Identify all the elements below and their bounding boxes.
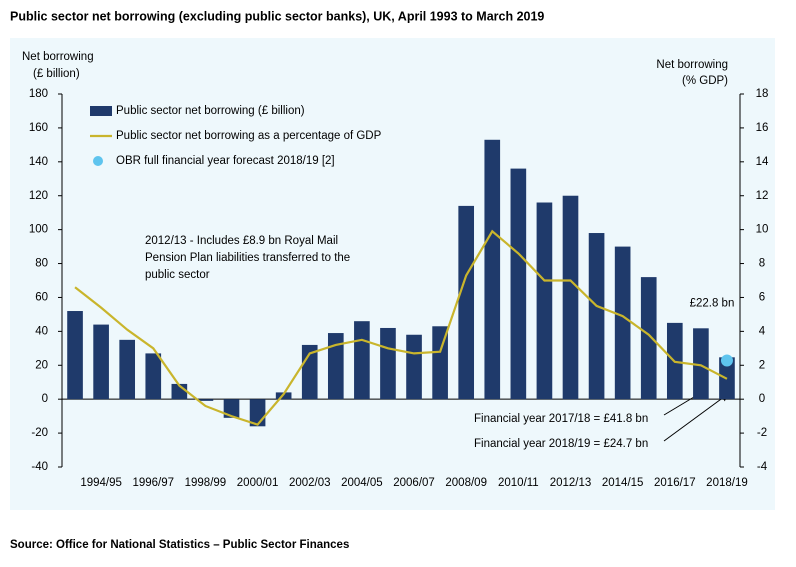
- y-tick-label: -20: [31, 427, 48, 439]
- bar: [510, 168, 527, 400]
- y2-tick-label: 6: [759, 291, 765, 303]
- x-tick-label: 2008/09: [445, 477, 487, 489]
- legend-label: OBR full financial year forecast 2018/19…: [116, 155, 335, 167]
- y2-tick-label: 2: [759, 359, 765, 371]
- legend-swatch: [93, 156, 103, 166]
- bar: [275, 392, 292, 400]
- y-tick-label: -40: [31, 461, 48, 473]
- data-label: £22.8 bn: [690, 298, 735, 310]
- x-tick-label: 2012/13: [550, 477, 592, 489]
- x-tick-label: 2002/03: [289, 477, 331, 489]
- bar: [380, 327, 396, 400]
- chart-title: Public sector net borrowing (excluding p…: [10, 9, 544, 23]
- annotation: Pension Plan liabilities transferred to …: [145, 252, 350, 264]
- bar: [327, 333, 344, 400]
- x-tick-label: 1994/95: [80, 477, 122, 489]
- annotation: public sector: [145, 269, 210, 281]
- legend-swatch: [90, 106, 112, 116]
- forecast-point: [720, 354, 733, 367]
- y-tick-label: 160: [29, 122, 48, 134]
- y-tick-label: 60: [35, 291, 48, 303]
- bar: [432, 326, 448, 400]
- bar: [536, 202, 553, 400]
- bar: [119, 339, 136, 400]
- y2-tick-label: 4: [759, 325, 766, 337]
- y-tick-label: 40: [35, 325, 48, 337]
- bar: [588, 233, 605, 400]
- x-tick-label: 2018/19: [706, 477, 748, 489]
- y2-tick-label: 8: [759, 258, 765, 270]
- y2-tick-label: 0: [759, 393, 765, 405]
- y2-axis-label: (% GDP): [682, 75, 728, 87]
- y-tick-label: 120: [29, 190, 48, 202]
- bar: [406, 334, 422, 400]
- bar: [693, 328, 709, 400]
- bar: [197, 399, 214, 401]
- x-tick-label: 2000/01: [237, 477, 279, 489]
- annotation: Financial year 2018/19 = £24.7 bn: [474, 438, 648, 450]
- source: Source: Office for National Statistics –…: [10, 539, 349, 551]
- y-axis-label: Net borrowing: [22, 51, 94, 63]
- bar: [484, 139, 501, 400]
- y2-axis-label: Net borrowing: [656, 59, 728, 71]
- y-tick-label: 140: [29, 156, 48, 168]
- y2-tick-label: 12: [756, 190, 769, 202]
- x-tick-label: 2014/15: [602, 477, 644, 489]
- y-tick-label: 180: [29, 88, 48, 100]
- bar: [223, 399, 240, 418]
- x-tick-label: 2004/05: [341, 477, 383, 489]
- x-tick-label: 1996/97: [132, 477, 174, 489]
- annotation: 2012/13 - Includes £8.9 bn Royal Mail: [145, 235, 338, 247]
- bar: [640, 277, 657, 400]
- y-tick-label: 0: [42, 393, 48, 405]
- y2-tick-label: 16: [756, 122, 769, 134]
- x-tick-label: 2010/11: [498, 477, 539, 489]
- x-tick-label: 2016/17: [654, 477, 696, 489]
- y2-tick-label: -2: [757, 427, 767, 439]
- bar: [614, 246, 631, 400]
- y2-tick-label: 14: [756, 156, 769, 168]
- y2-tick-label: 10: [756, 224, 769, 236]
- bar: [93, 324, 109, 400]
- y-axis-label: (£ billion): [33, 68, 80, 80]
- y-tick-label: 20: [35, 359, 48, 371]
- legend-label: Public sector net borrowing (£ billion): [116, 105, 305, 117]
- x-tick-label: 1998/99: [185, 477, 227, 489]
- y-tick-label: 80: [35, 258, 48, 270]
- bar: [458, 205, 475, 400]
- legend-label: Public sector net borrowing as a percent…: [116, 130, 382, 142]
- y-tick-label: 100: [29, 224, 48, 236]
- annotation-arrow: [663, 393, 729, 442]
- bar: [562, 195, 579, 400]
- bar: [354, 321, 370, 400]
- bar: [67, 311, 83, 400]
- y2-tick-label: 18: [756, 88, 769, 100]
- chart-area: [10, 38, 775, 510]
- y2-tick-label: -4: [757, 461, 768, 473]
- x-tick-label: 2006/07: [393, 477, 435, 489]
- line: [74, 229, 728, 426]
- bar: [145, 353, 162, 400]
- annotation: Financial year 2017/18 = £41.8 bn: [474, 413, 648, 425]
